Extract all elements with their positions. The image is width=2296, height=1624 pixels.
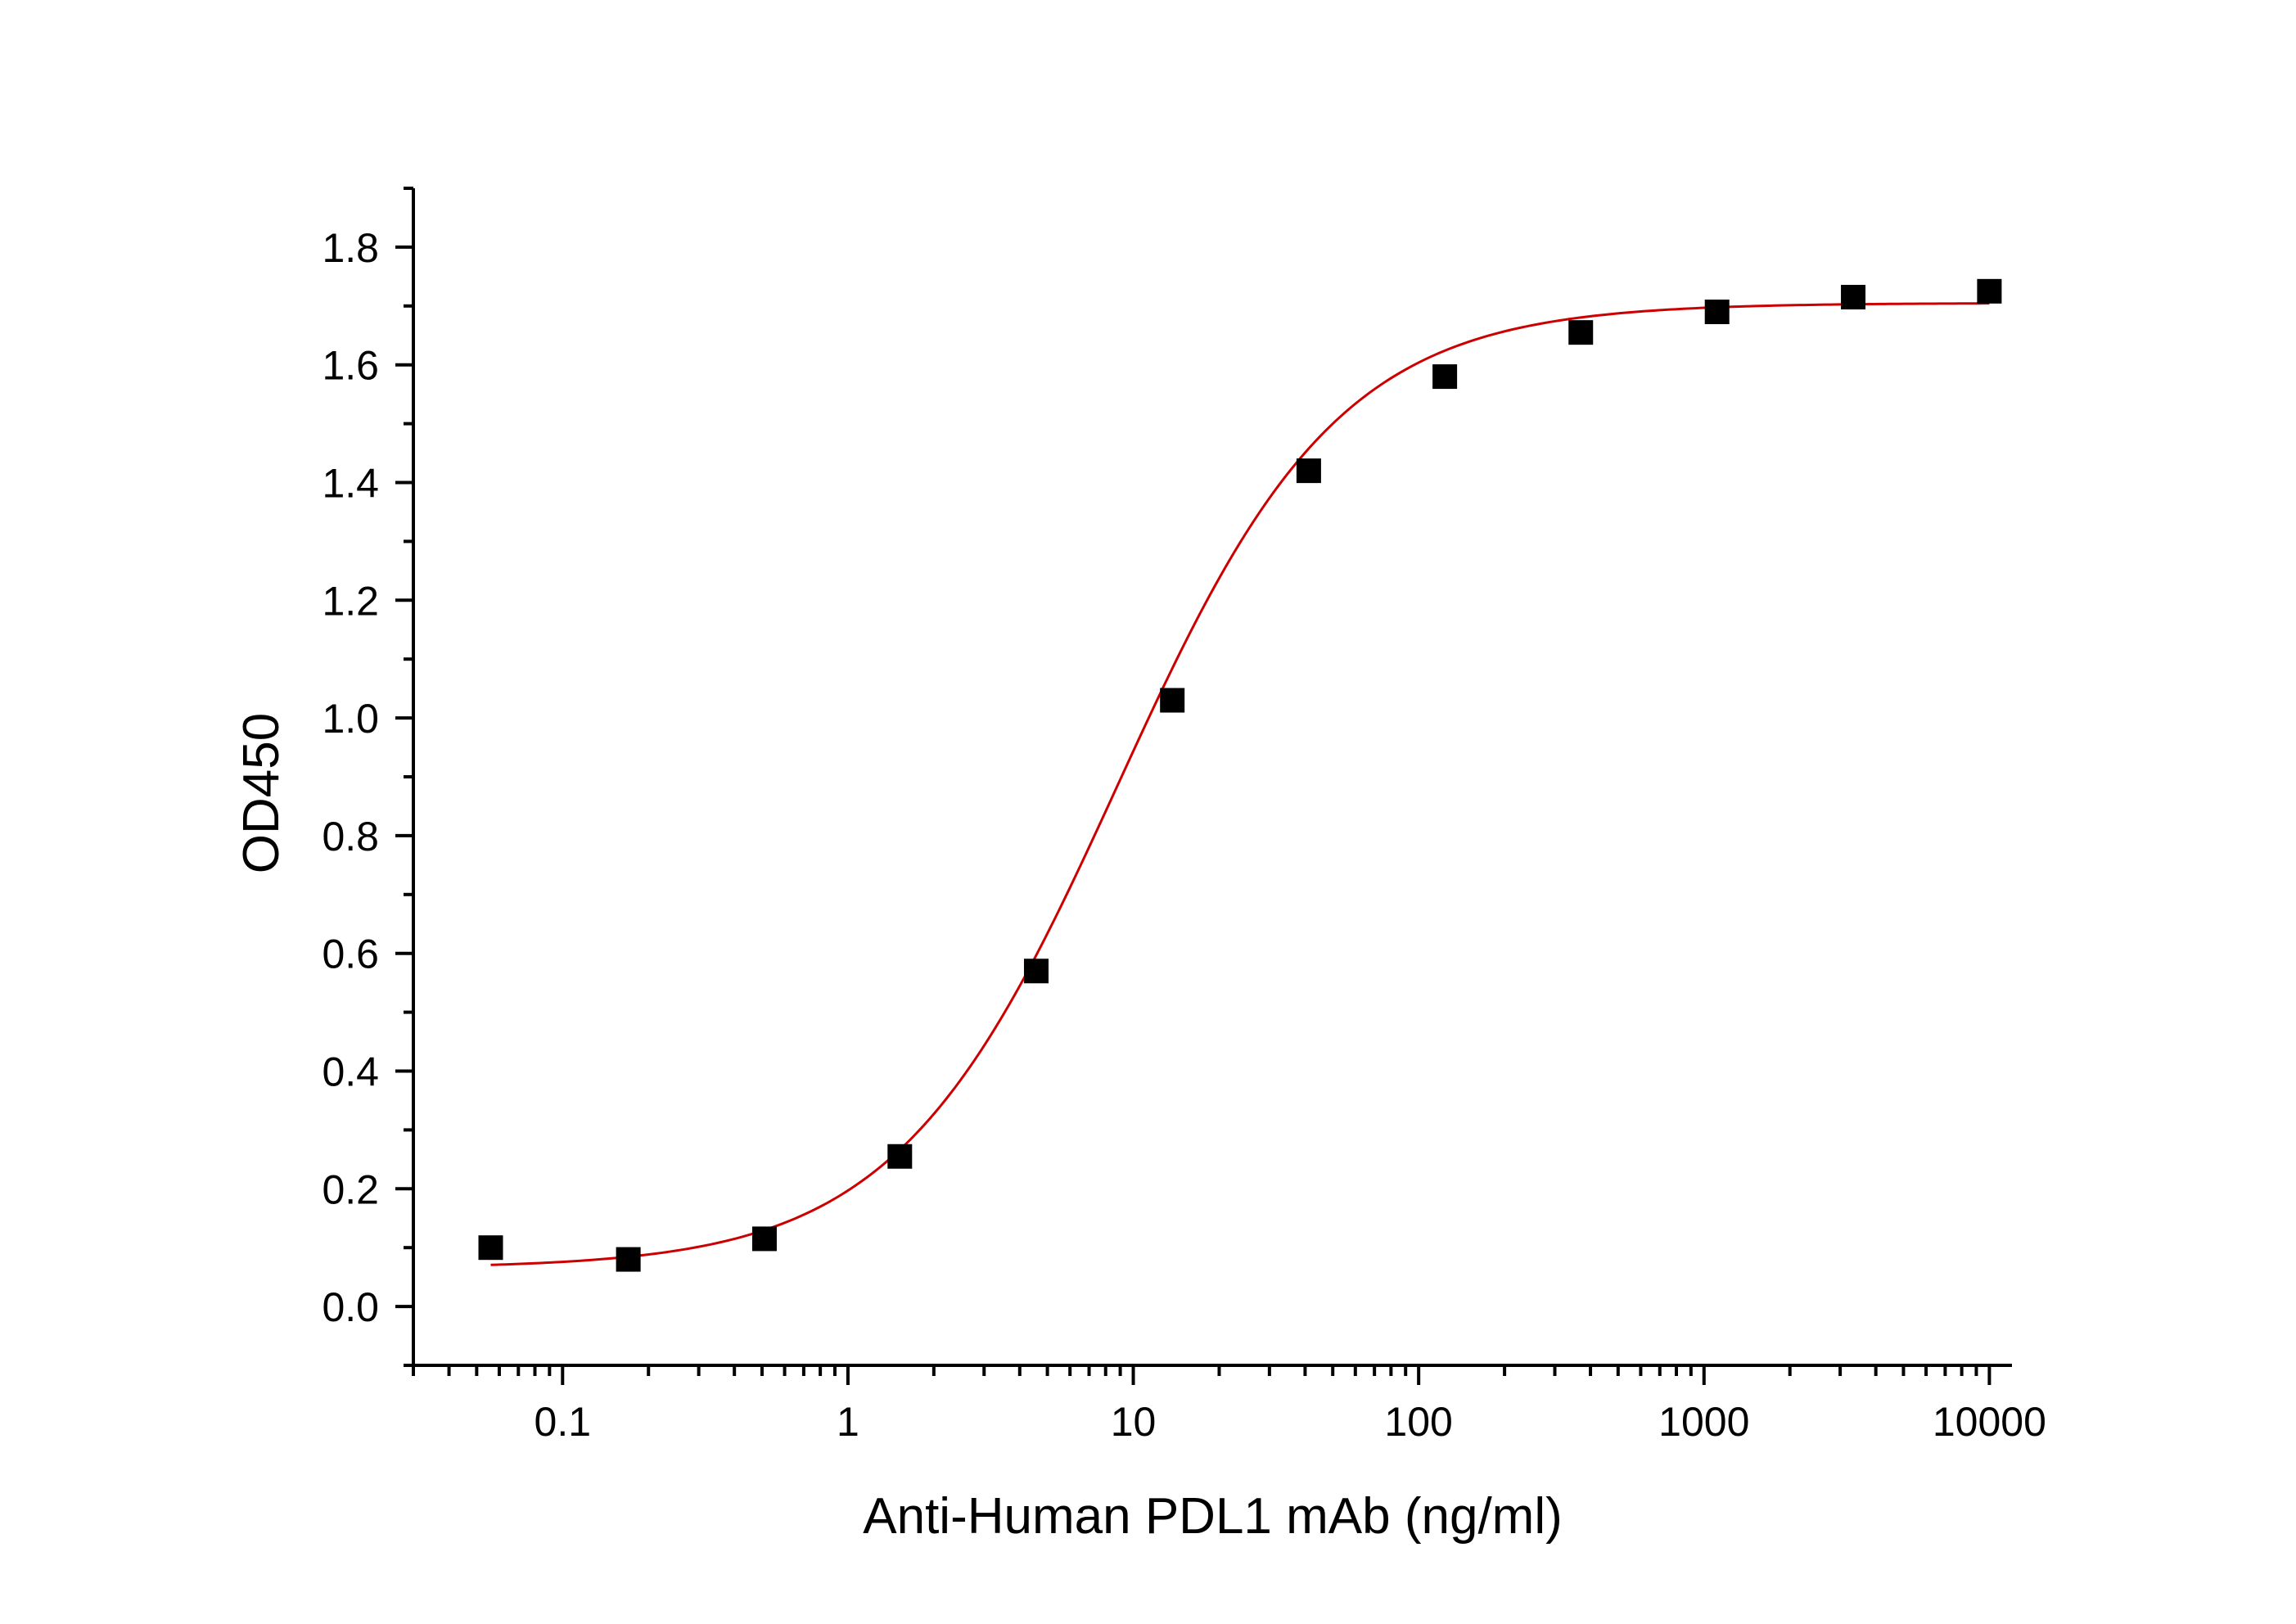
data-point	[1977, 278, 2002, 304]
data-point	[1704, 299, 1730, 324]
y-axis: 0.0 0.2 0.4 0.6 0.8 1.0 1.2 1.4 1.6 1.8	[322, 187, 415, 1367]
x-axis-title: Anti-Human PDL1 mAb (ng/ml)	[863, 1488, 1563, 1545]
y-tick-label: 1.8	[322, 225, 379, 271]
y-axis-title: OD450	[233, 713, 290, 873]
data-point	[1568, 320, 1594, 345]
data-point	[1296, 458, 1321, 484]
y-tick-label: 0.6	[322, 932, 379, 977]
data-points	[478, 278, 2002, 1272]
data-point	[887, 1144, 913, 1169]
x-tick-label: 10000	[1933, 1399, 2046, 1445]
y-tick-label: 1.0	[322, 696, 379, 742]
y-tick-label: 0.8	[322, 814, 379, 859]
y-tick-label: 1.2	[322, 578, 379, 624]
data-point	[1160, 688, 1185, 713]
x-tick-label: 0.1	[535, 1399, 592, 1445]
data-point	[616, 1247, 641, 1272]
y-tick-label: 0.2	[322, 1166, 379, 1212]
y-tick-label: 1.6	[322, 343, 379, 389]
data-point	[1432, 364, 1458, 390]
data-point	[478, 1235, 503, 1261]
data-point	[751, 1226, 777, 1252]
x-tick-label: 100	[1384, 1399, 1452, 1445]
data-point	[1023, 959, 1049, 984]
data-point	[1841, 285, 1866, 310]
x-axis: 0.1 1 10 100 1000 10000	[405, 1364, 2046, 1445]
y-tick-label: 1.4	[322, 461, 379, 507]
x-tick-label: 10	[1111, 1399, 1157, 1445]
y-tick-label: 0.4	[322, 1049, 379, 1095]
y-tick-label: 0.0	[322, 1284, 379, 1330]
x-tick-label: 1	[837, 1399, 859, 1445]
fit-curve	[490, 302, 1990, 1266]
x-tick-label: 1000	[1658, 1399, 1749, 1445]
